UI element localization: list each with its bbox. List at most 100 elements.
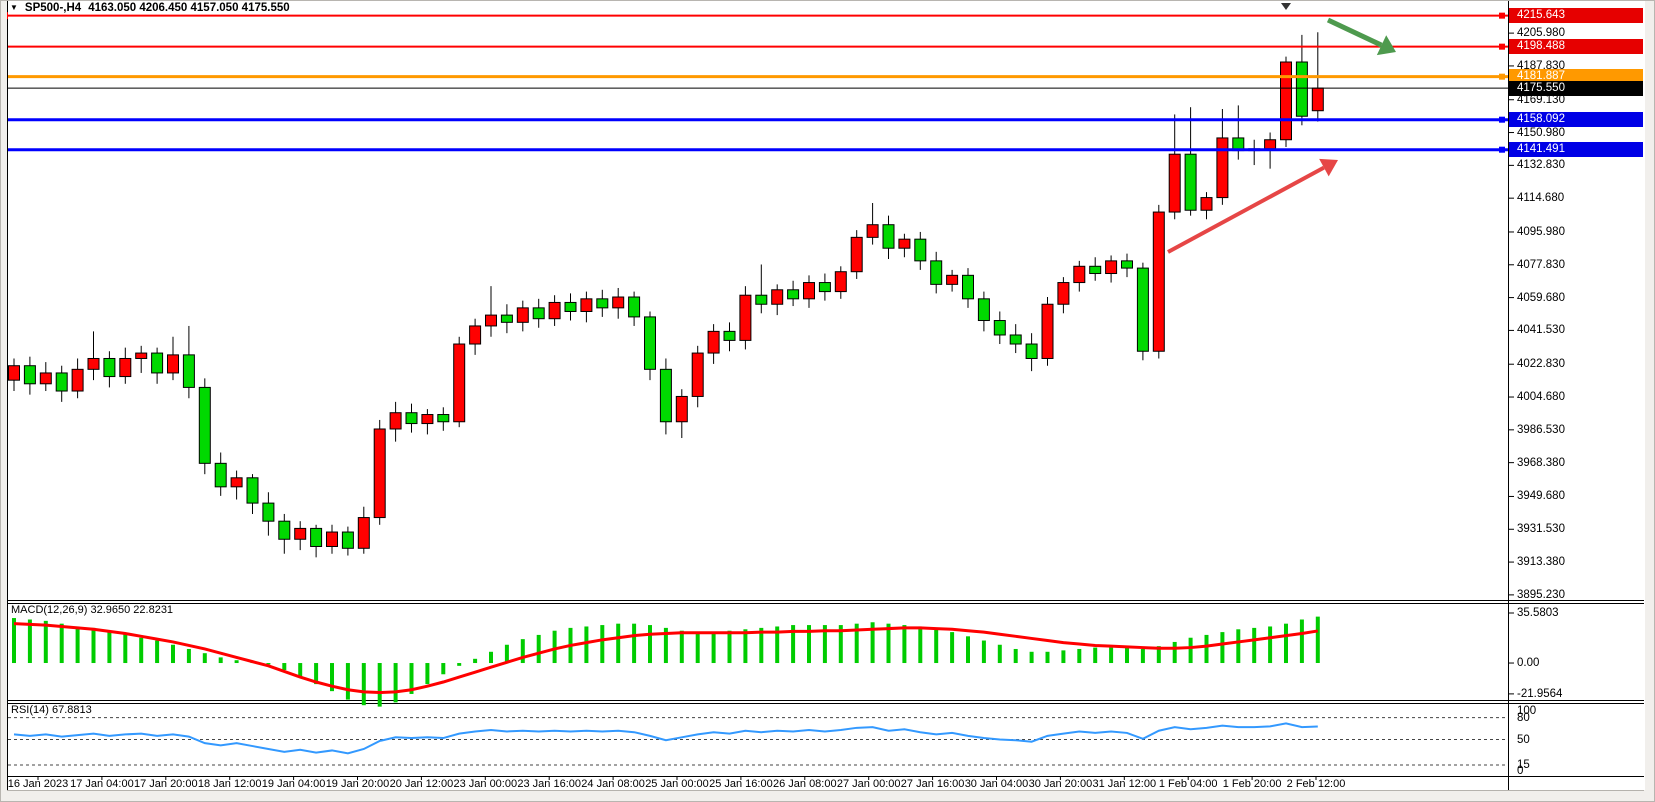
price-line-badge: 4181.887 (1509, 69, 1643, 85)
candle (1009, 334, 1022, 345)
chart-title-bar: ▼ SP500-,H4 4163.050 4206.450 4157.050 4… (10, 1, 290, 15)
candle (437, 414, 450, 423)
candle (1168, 153, 1181, 213)
candle (1280, 61, 1292, 141)
time-axis-label: 26 Jan 08:00 (772, 778, 837, 790)
candle (39, 372, 52, 385)
price-line-handle[interactable] (1499, 116, 1505, 123)
price-axis-tick: 4187.830 (1517, 59, 1565, 72)
chart-shift-marker[interactable] (1281, 3, 1291, 10)
candle (71, 368, 84, 392)
time-axis-label: 19 Jan 04:00 (261, 778, 326, 790)
candle (389, 412, 402, 430)
candle (930, 260, 943, 285)
candle (803, 282, 815, 300)
symbol-dropdown-icon[interactable]: ▼ (10, 3, 18, 12)
candle (659, 368, 672, 423)
trend-up-arrow-head[interactable] (1319, 158, 1338, 177)
time-axis-label: 30 Jan 04:00 (964, 778, 1029, 790)
time-axis-label: 25 Jan 00:00 (645, 778, 709, 790)
rsi-line (13, 722, 1318, 755)
time-axis-label: 18 Jan 12:00 (197, 778, 262, 790)
macd-axis-tick: 35.5803 (1517, 607, 1559, 619)
time-axis-label: 16 Jan 2023 (7, 778, 69, 790)
candle (962, 274, 974, 300)
rsi-axis-tick: 0 (1517, 765, 1524, 777)
time-axis-label: 19 Jan 20:00 (325, 778, 390, 790)
candle (1216, 137, 1229, 199)
candle (485, 314, 497, 327)
time-axis-label: 27 Jan 16:00 (900, 778, 965, 790)
candle (1073, 265, 1086, 284)
price-line-badge: 4215.643 (1509, 8, 1643, 24)
breakout-down-arrow[interactable] (1326, 17, 1383, 48)
candle (262, 502, 275, 522)
candle (167, 354, 179, 374)
left-window-edge (0, 0, 7, 802)
candle (723, 330, 736, 341)
macd-axis-tick: 0.00 (1517, 657, 1540, 670)
candle (1057, 282, 1070, 305)
candle (1264, 139, 1277, 150)
price-axis-tick: 4077.830 (1517, 258, 1565, 271)
candle (1200, 197, 1213, 211)
chart-plot-background (7, 0, 1655, 790)
candle (946, 274, 959, 285)
price-axis-tick: 3949.680 (1517, 490, 1565, 503)
candle (818, 282, 831, 293)
candle (373, 428, 386, 519)
candle (246, 477, 259, 504)
candle (644, 316, 656, 370)
time-axis-label: 1 Feb 04:00 (1158, 778, 1218, 790)
candle (230, 477, 243, 488)
price-line-handle[interactable] (1499, 146, 1505, 153)
symbol-title: SP500-,H4 (24, 2, 82, 14)
current-price-badge: 4175.550 (1509, 80, 1643, 96)
price-line-badge: 4198.488 (1509, 39, 1643, 55)
price-line-handle[interactable] (1499, 43, 1505, 50)
candle (580, 298, 593, 312)
candle (469, 325, 482, 345)
candle (103, 357, 116, 378)
candle (135, 352, 148, 359)
price-axis-tick: 4022.830 (1517, 358, 1565, 371)
candle (310, 527, 323, 547)
candle (119, 357, 132, 378)
candle (866, 224, 879, 238)
candle (850, 236, 863, 273)
candle (548, 301, 561, 320)
price-line-handle[interactable] (1499, 73, 1505, 80)
candle (993, 320, 1006, 336)
price-axis-tick: 3986.530 (1517, 423, 1565, 436)
time-axis-label: 17 Jan 04:00 (70, 778, 134, 790)
price-line-badge: 4141.491 (1509, 142, 1643, 158)
candle (214, 462, 227, 488)
right-window-edge (1645, 0, 1655, 802)
candle (675, 395, 688, 423)
price-line-badge: 4158.092 (1509, 112, 1643, 128)
candle (691, 352, 704, 397)
price-line-handle[interactable] (1499, 12, 1505, 19)
candle (834, 271, 847, 293)
candle (516, 307, 529, 323)
candle (564, 301, 577, 312)
candle (198, 386, 211, 464)
candle (326, 531, 338, 547)
breakout-down-arrow-head[interactable] (1376, 35, 1396, 56)
price-axis-tick: 4059.680 (1517, 291, 1565, 304)
price-axis-tick: 4004.680 (1517, 391, 1565, 404)
candle (55, 372, 68, 392)
candle (405, 412, 418, 425)
time-axis-label: 31 Jan 12:00 (1092, 778, 1157, 790)
price-axis-tick: 3931.530 (1517, 523, 1565, 536)
candle (739, 294, 752, 341)
ohlc-readout: 4163.050 4206.450 4157.050 4175.550 (88, 2, 290, 14)
candle (1184, 153, 1197, 211)
price-axis-tick: 4169.130 (1517, 93, 1565, 106)
candle (1025, 343, 1038, 359)
macd-axis-tick: -21.9564 (1517, 687, 1563, 700)
trend-up-arrow[interactable] (1167, 165, 1325, 254)
candle (453, 343, 466, 423)
